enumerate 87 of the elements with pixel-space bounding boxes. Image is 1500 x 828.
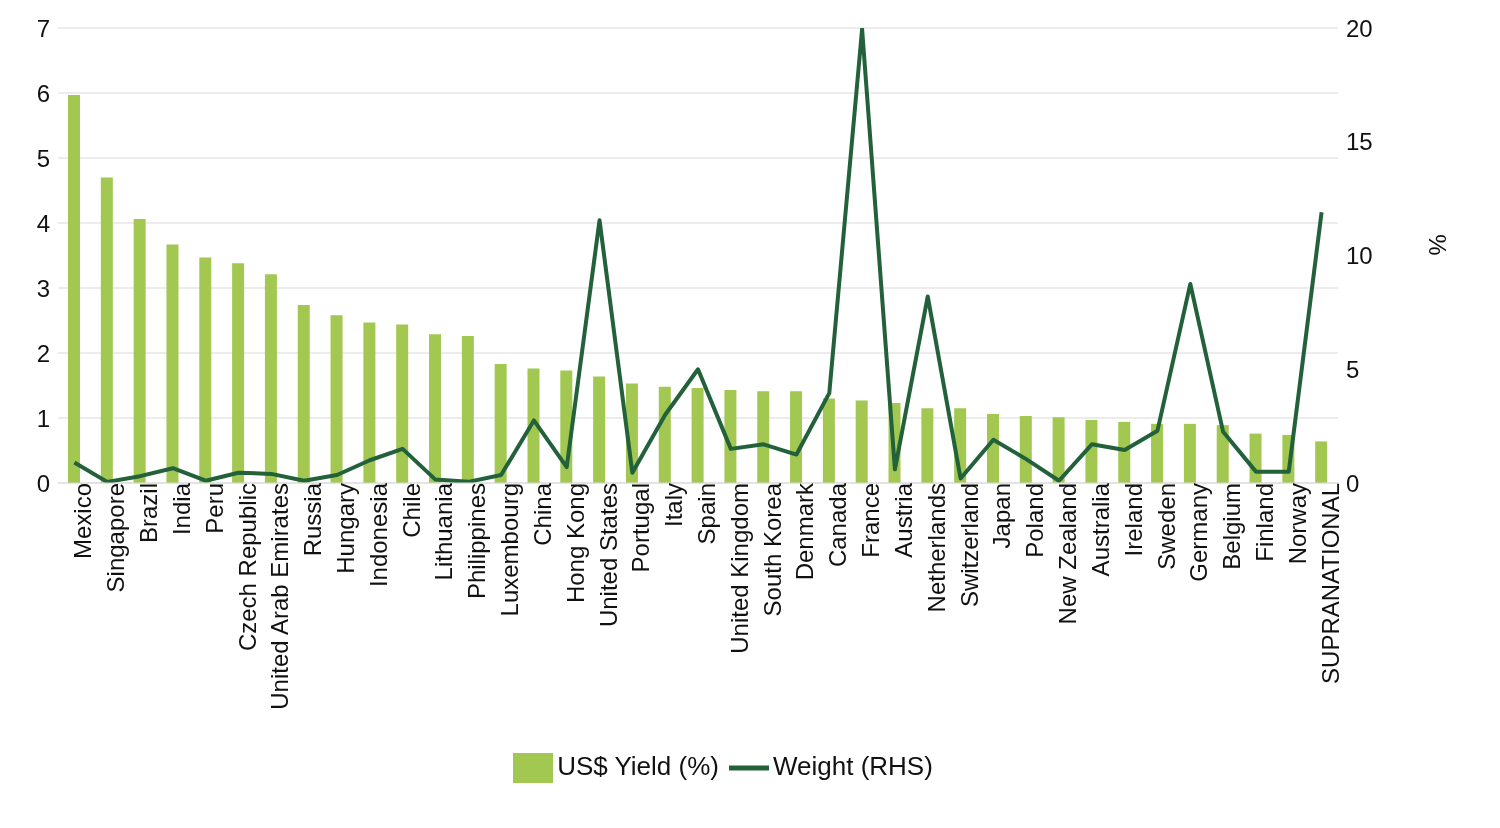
x-tick-label: Australia bbox=[1086, 482, 1114, 577]
y2-tick-label: 10 bbox=[1346, 242, 1373, 270]
bar bbox=[527, 368, 540, 483]
bar bbox=[724, 390, 737, 483]
x-tick-label: Norway bbox=[1283, 483, 1311, 565]
x-tick-label: Mexico bbox=[69, 483, 97, 560]
bar bbox=[1118, 421, 1131, 483]
bar bbox=[1151, 423, 1164, 483]
x-tick-label: Singapore bbox=[102, 483, 130, 593]
bar bbox=[429, 334, 442, 483]
x-tick-label: Peru bbox=[200, 483, 228, 534]
bar bbox=[1315, 441, 1328, 483]
bar bbox=[658, 386, 671, 483]
x-tick-label: Canada bbox=[824, 482, 852, 568]
x-tick-label: Denmark bbox=[791, 482, 819, 581]
x-tick-label: South Korea bbox=[758, 482, 786, 617]
x-tick-label: Luxembourg bbox=[496, 483, 524, 617]
x-tick-label: New Zealand bbox=[1054, 483, 1082, 625]
y2-tick-label: 0 bbox=[1346, 469, 1360, 497]
y-tick-label: 4 bbox=[36, 209, 50, 237]
x-tick-label: Switzerland bbox=[955, 483, 983, 608]
bar bbox=[330, 315, 343, 483]
bar bbox=[593, 376, 606, 483]
x-tick-label: United Kingdom bbox=[725, 483, 753, 654]
x-tick-label: Chile bbox=[397, 483, 425, 538]
x-tick-label: Austria bbox=[889, 482, 917, 558]
x-tick-label: Italy bbox=[660, 483, 688, 528]
x-tick-label: Czech Republic bbox=[233, 483, 261, 652]
x-tick-label: France bbox=[857, 483, 885, 558]
bar bbox=[396, 324, 409, 483]
x-tick-label: Lithuania bbox=[430, 482, 458, 581]
x-tick-label: India bbox=[167, 482, 195, 536]
bar bbox=[757, 391, 770, 483]
y-tick-label: 7 bbox=[36, 14, 50, 42]
bar bbox=[68, 94, 80, 483]
y2-tick-label: 20 bbox=[1346, 14, 1373, 42]
x-tick-label: Sweden bbox=[1152, 483, 1180, 570]
bar bbox=[790, 391, 803, 483]
bar bbox=[264, 274, 277, 483]
y-tick-label: 3 bbox=[36, 274, 50, 302]
bar bbox=[1085, 419, 1098, 483]
bar bbox=[1052, 417, 1065, 483]
x-tick-label: Hungary bbox=[332, 483, 360, 574]
bar bbox=[921, 408, 934, 483]
y2-axis-title: % bbox=[1424, 234, 1452, 256]
x-tick-label: Poland bbox=[1021, 483, 1049, 558]
bar bbox=[691, 388, 704, 483]
y-tick-label: 1 bbox=[36, 404, 50, 432]
legend-label: US$ Yield (%) bbox=[557, 750, 719, 781]
bar bbox=[232, 263, 245, 483]
bar bbox=[363, 322, 376, 483]
x-tick-label: Indonesia bbox=[364, 482, 392, 588]
x-tick-label: Ireland bbox=[1119, 483, 1147, 557]
x-tick-label: China bbox=[528, 482, 556, 546]
bar bbox=[986, 414, 999, 483]
x-tick-label: United States bbox=[594, 483, 622, 628]
x-tick-label: Hong Kong bbox=[561, 483, 589, 604]
x-tick-label: Philippines bbox=[463, 483, 491, 600]
bar bbox=[133, 219, 146, 483]
bar bbox=[166, 244, 179, 483]
x-tick-label: Belgium bbox=[1218, 483, 1246, 570]
y-tick-label: 6 bbox=[36, 79, 50, 107]
y2-tick-label: 5 bbox=[1346, 355, 1360, 383]
y-tick-label: 0 bbox=[36, 469, 50, 497]
bar bbox=[100, 177, 113, 483]
x-tick-label: Spain bbox=[693, 483, 721, 545]
y-tick-label: 2 bbox=[36, 339, 50, 367]
bar bbox=[1019, 416, 1032, 483]
bar bbox=[494, 364, 507, 483]
x-tick-label: Japan bbox=[988, 483, 1016, 549]
x-tick-label: Portugal bbox=[627, 483, 655, 573]
x-tick-label: Brazil bbox=[135, 483, 163, 544]
x-tick-label: Russia bbox=[299, 482, 327, 557]
x-tick-label: United Arab Emirates bbox=[266, 483, 294, 710]
bar bbox=[1183, 423, 1196, 483]
x-tick-label: Netherlands bbox=[922, 483, 950, 613]
y2-tick-label: 15 bbox=[1346, 128, 1373, 156]
bar bbox=[855, 400, 868, 483]
bar bbox=[199, 257, 212, 483]
x-tick-label: SUPRANATIONAL bbox=[1316, 483, 1344, 684]
bar bbox=[461, 336, 474, 483]
y-tick-label: 5 bbox=[36, 144, 50, 172]
line-series bbox=[72, 28, 1324, 483]
x-tick-label: Finland bbox=[1250, 483, 1278, 562]
bar bbox=[822, 398, 835, 483]
legend-label: Weight (RHS) bbox=[772, 750, 933, 781]
x-tick-label: Germany bbox=[1185, 483, 1213, 582]
